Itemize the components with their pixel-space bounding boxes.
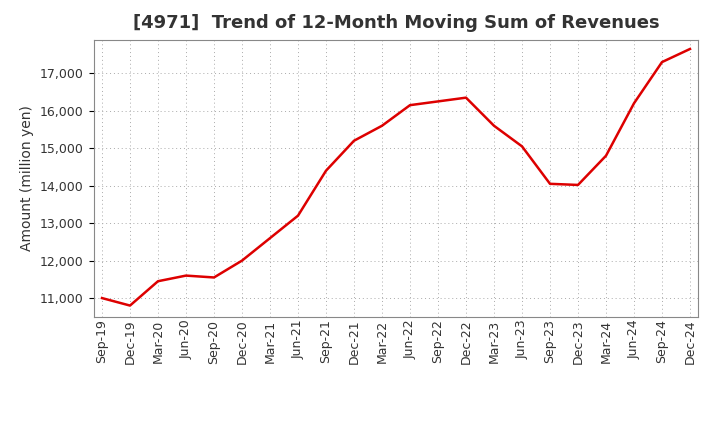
Y-axis label: Amount (million yen): Amount (million yen) <box>20 105 35 251</box>
Title: [4971]  Trend of 12-Month Moving Sum of Revenues: [4971] Trend of 12-Month Moving Sum of R… <box>132 15 660 33</box>
